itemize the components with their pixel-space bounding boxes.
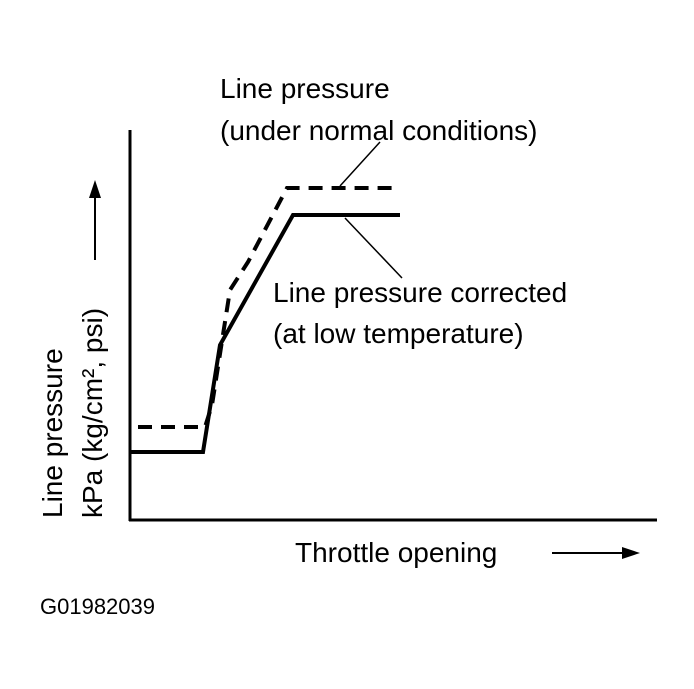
- x-axis-label: Throttle opening: [295, 537, 497, 568]
- callout-title: Line pressure: [220, 73, 390, 104]
- y-axis-label-group: Line pressure kPa (kg/cm², psi): [37, 308, 108, 518]
- callout-title: Line pressure corrected: [273, 277, 567, 308]
- leader-line: [344, 217, 403, 279]
- corrected-pressure-curve: [130, 213, 400, 454]
- x-arrowhead: [622, 547, 640, 559]
- figure-id: G01982039: [40, 594, 155, 619]
- y-axis-label: Line pressure: [37, 348, 68, 518]
- y-arrowhead: [89, 180, 101, 198]
- callout-subtitle: (at low temperature): [273, 318, 524, 349]
- normal-pressure-curve: [138, 186, 400, 429]
- callout-subtitle: (under normal conditions): [220, 115, 538, 146]
- y-axis-units: kPa (kg/cm², psi): [77, 308, 108, 518]
- leader-line: [339, 141, 381, 187]
